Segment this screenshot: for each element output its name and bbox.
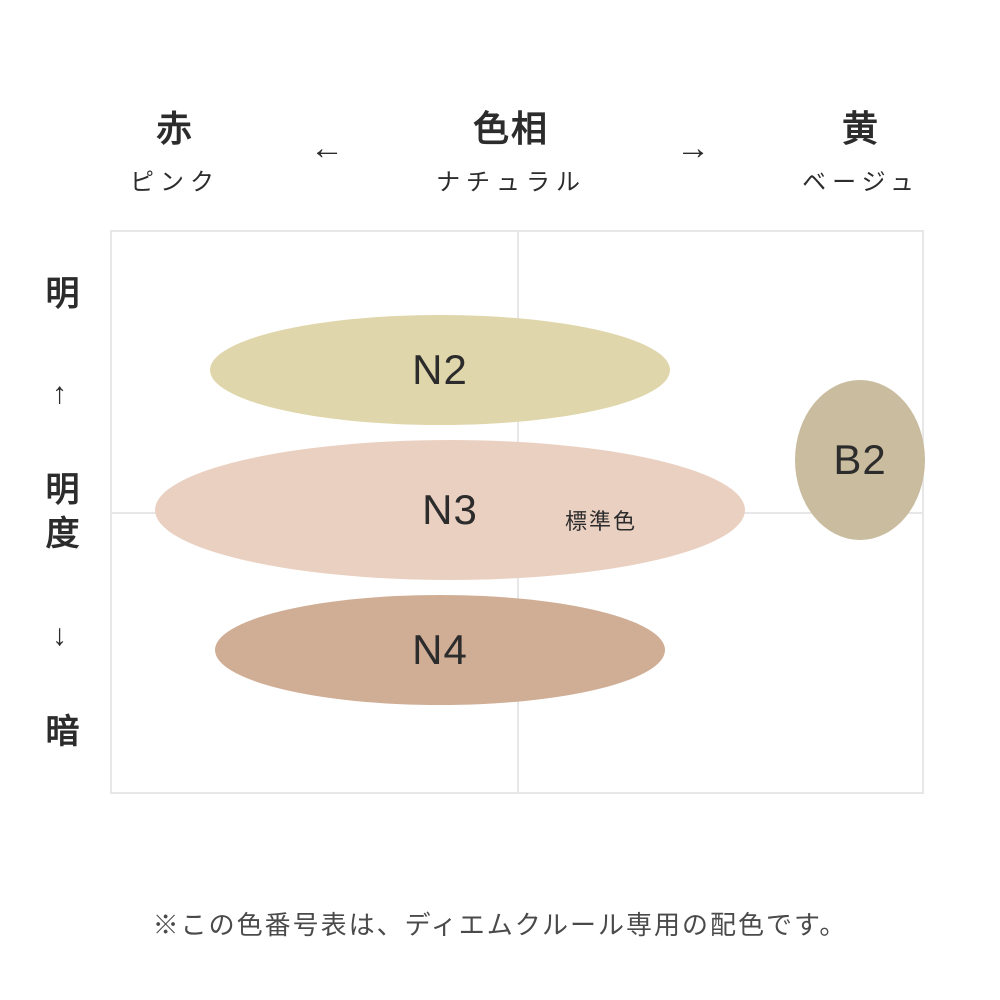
left-axis-center: 明度 [35, 471, 84, 559]
top-axis-right-main: 黄 [842, 100, 880, 152]
arrow-up-icon: ↑ [52, 377, 67, 411]
swatch-n3-sublabel: 標準色 [565, 504, 637, 536]
top-axis-right: 黄 ベージュ [802, 100, 920, 197]
swatch-n2-label: N2 [412, 346, 468, 394]
top-axis-left-main: 赤 [156, 100, 194, 152]
top-axis-center-sub: ナチュラル [436, 162, 586, 197]
top-axis-center: 色相 ナチュラル [436, 100, 586, 197]
left-axis-top: 明 [35, 275, 84, 317]
left-axis-bottom: 暗 [35, 713, 84, 755]
swatch-n4: N4 [215, 595, 665, 705]
arrow-right-icon: → [676, 129, 712, 168]
swatch-n3-label: N3 [422, 486, 478, 534]
footnote: ※この色番号表は、ディエムクルール専用の配色です。 [0, 905, 1000, 942]
swatch-b2: B2 [795, 380, 925, 540]
arrow-down-icon: ↓ [52, 619, 67, 653]
swatch-b2-label: B2 [833, 436, 886, 484]
top-axis-right-sub: ベージュ [802, 162, 920, 197]
arrow-left-icon: ← [310, 129, 346, 168]
left-axis: 明 ↑ 明度 ↓ 暗 [35, 275, 84, 755]
top-axis: 赤 ピンク ← 色相 ナチュラル → 黄 ベージュ [130, 100, 920, 197]
top-axis-left: 赤 ピンク [130, 100, 220, 197]
swatch-n2: N2 [210, 315, 670, 425]
swatch-n4-label: N4 [412, 626, 468, 674]
top-axis-center-main: 色相 [473, 100, 549, 152]
chart-container: 赤 ピンク ← 色相 ナチュラル → 黄 ベージュ 明 ↑ 明度 ↓ 暗 N2 … [0, 0, 1000, 1000]
top-axis-left-sub: ピンク [130, 162, 220, 197]
swatch-n3: N3 標準色 [155, 440, 745, 580]
